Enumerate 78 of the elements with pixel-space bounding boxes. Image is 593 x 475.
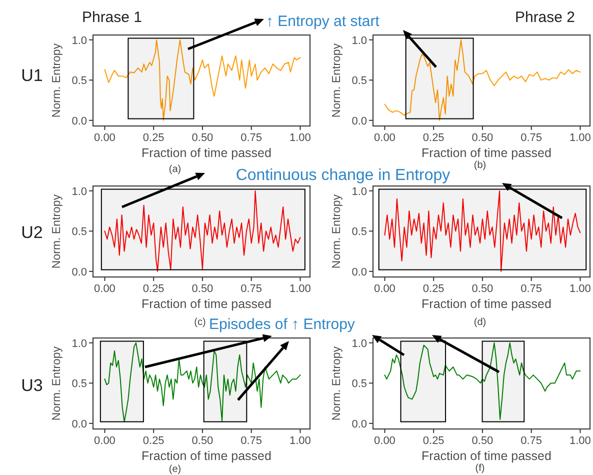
y-tick-label: 1.0 — [72, 338, 87, 350]
x-tick-label: 0.00 — [94, 132, 116, 144]
x-tick-label: 1.00 — [570, 132, 591, 144]
x-tick-label: 0.75 — [520, 435, 542, 447]
line-series — [104, 39, 301, 121]
y-tick-label: 0.0 — [72, 266, 87, 278]
x-tick-label: 0.75 — [240, 132, 262, 144]
chart-title: Phrase 2 — [514, 9, 576, 26]
x-axis-title: Fraction of time passed — [142, 146, 272, 160]
y-tick-label: 0.5 — [72, 226, 87, 238]
x-tick-label: 0.00 — [374, 132, 396, 144]
x-tick-label: 0.25 — [142, 283, 164, 295]
x-axis-title: Fraction of time passed — [142, 297, 272, 311]
x-tick-label: 0.25 — [422, 283, 444, 295]
text: (a) — [168, 164, 182, 175]
y-tick-label: 1.0 — [72, 186, 87, 198]
line-series — [384, 39, 581, 121]
y-axis-title: Norm. Entropy — [51, 194, 63, 269]
x-tick-label: 0.00 — [94, 283, 116, 295]
y-tick-label: 0.5 — [72, 75, 87, 88]
x-axis-title: Fraction of time passed — [422, 146, 552, 160]
y-axis-title: Norm. Entropy — [51, 346, 63, 421]
x-tick-label: 0.50 — [472, 283, 494, 295]
x-tick-label: 0.75 — [240, 435, 262, 447]
y-tick-label: 0.0 — [352, 266, 367, 278]
x-tick-label: 0.75 — [520, 283, 542, 295]
y-tick-label: 0.5 — [352, 378, 367, 390]
y-axis-title: Norm. Entropy — [331, 346, 343, 421]
x-tick-label: 0.50 — [192, 132, 214, 144]
x-tick-label: 0.75 — [240, 283, 262, 295]
x-tick-label: 1.00 — [570, 435, 591, 447]
line-series — [104, 342, 301, 422]
x-tick-label: 0.25 — [422, 132, 444, 144]
y-tick-label: 0.0 — [352, 418, 367, 430]
x-tick-label: 1.00 — [290, 132, 311, 144]
text: Episodes of ↑ Entropy — [209, 316, 356, 333]
chart-title: Phrase 1 — [82, 9, 142, 26]
x-tick-label: 1.00 — [570, 283, 591, 295]
y-tick-label: 0.5 — [352, 75, 367, 88]
y-tick-label: 0.5 — [352, 226, 367, 238]
y-tick-label: 1.0 — [352, 338, 367, 350]
x-tick-label: 1.00 — [290, 283, 311, 295]
x-tick-label: 0.25 — [422, 435, 444, 447]
x-tick-label: 0.75 — [520, 132, 542, 144]
y-axis-title: Norm. Entropy — [331, 194, 343, 269]
y-tick-label: 0.0 — [352, 115, 367, 128]
y-tick-label: 0.0 — [72, 115, 87, 128]
x-tick-label: 0.50 — [472, 132, 494, 144]
text: U2 — [21, 223, 43, 242]
x-tick-label: 0.50 — [192, 435, 214, 447]
y-tick-label: 1.0 — [72, 34, 87, 47]
y-tick-label: 1.0 — [352, 186, 367, 198]
y-tick-label: 0.0 — [72, 418, 87, 430]
x-tick-label: 0.50 — [472, 435, 494, 447]
line-series — [384, 342, 581, 420]
text: (e) — [168, 464, 182, 475]
x-tick-label: 0.50 — [192, 283, 214, 295]
x-axis-title: Fraction of time passed — [142, 449, 272, 463]
text: (c) — [194, 317, 206, 328]
text: (d) — [474, 317, 486, 328]
y-tick-label: 0.5 — [72, 378, 87, 390]
x-tick-label: 0.00 — [374, 283, 396, 295]
y-tick-label: 1.0 — [352, 34, 367, 47]
x-axis-title: Fraction of time passed — [422, 449, 552, 463]
x-tick-label: 0.00 — [94, 435, 116, 447]
x-tick-label: 1.00 — [290, 435, 311, 447]
text: (b) — [474, 160, 486, 171]
x-tick-label: 0.00 — [374, 435, 396, 447]
x-axis-title: Fraction of time passed — [422, 297, 552, 311]
x-tick-label: 0.25 — [142, 435, 164, 447]
y-axis-title: Norm. Entropy — [331, 43, 343, 118]
y-axis-title: Norm. Entropy — [51, 43, 63, 118]
text: Continuous change in Entropy — [236, 167, 450, 184]
x-tick-label: 0.25 — [142, 132, 164, 144]
text: U1 — [21, 66, 43, 85]
text: (f) — [475, 463, 485, 474]
text: U3 — [21, 376, 43, 395]
text: ↑ Entropy at start — [266, 13, 380, 30]
